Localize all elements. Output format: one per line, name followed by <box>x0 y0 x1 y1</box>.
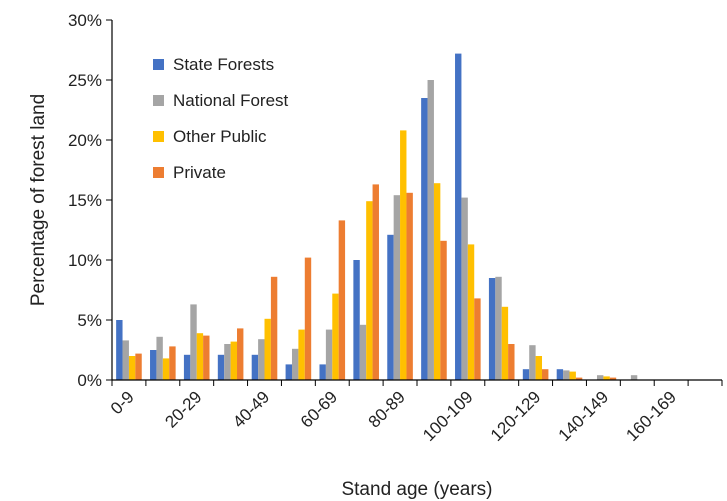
bar-national-forest-120-129 <box>529 345 536 380</box>
bar-state-forests-40-49 <box>251 354 259 380</box>
x-tick-label: 100-109 <box>419 387 477 445</box>
y-tick-label: 25% <box>68 71 102 90</box>
bar-state-forests-30-39 <box>217 354 225 380</box>
bar-state-forests-0-9 <box>116 320 123 380</box>
bars-layer <box>116 53 638 380</box>
bar-other-public-40-49 <box>264 318 271 380</box>
bar-state-forests-100-109 <box>455 53 462 380</box>
legend-swatch-state-forests <box>153 59 164 70</box>
bar-state-forests-130-139 <box>556 369 564 380</box>
x-axis-title: Stand age (years) <box>341 479 492 500</box>
y-tick-label: 30% <box>68 11 102 30</box>
legend-swatch-national-forest <box>153 95 164 106</box>
y-tick-label: 5% <box>77 311 102 330</box>
bar-private-0-9 <box>135 353 142 380</box>
bar-national-forest-60-69 <box>325 329 333 380</box>
bar-national-forest-140-149 <box>596 375 604 380</box>
bar-national-forest-40-49 <box>258 339 265 380</box>
legend-label-other-public: Other Public <box>173 127 267 146</box>
bar-private-40-49 <box>270 276 278 380</box>
bar-private-110-119 <box>508 344 515 380</box>
bar-private-50-59 <box>304 257 312 380</box>
bar-state-forests-110-119 <box>488 278 496 380</box>
bar-state-forests-60-69 <box>319 364 326 380</box>
x-tick-label: 140-149 <box>555 387 613 445</box>
bar-other-public-30-39 <box>230 341 238 380</box>
y-tick-label: 15% <box>68 191 102 210</box>
bar-other-public-80-89 <box>400 130 407 380</box>
legend-swatch-private <box>153 167 164 178</box>
bar-other-public-110-119 <box>501 306 509 380</box>
x-tick-label: 20-29 <box>161 387 205 431</box>
bar-other-public-10-19 <box>162 358 170 380</box>
legend-label-state-forests: State Forests <box>173 55 274 74</box>
bar-other-public-90-99 <box>433 183 441 380</box>
legend: State Forests National Forest Other Public… <box>153 55 289 182</box>
x-tick-label: 120-129 <box>487 387 545 445</box>
bar-private-120-129 <box>542 369 549 380</box>
bar-state-forests-70-79 <box>353 260 360 380</box>
bar-national-forest-10-19 <box>156 336 163 380</box>
bar-state-forests-50-59 <box>285 364 292 380</box>
bar-private-80-89 <box>406 192 413 380</box>
bar-private-20-29 <box>203 335 210 380</box>
bar-national-forest-100-109 <box>461 197 468 380</box>
bar-national-forest-130-139 <box>563 370 570 380</box>
bar-national-forest-90-99 <box>427 80 434 380</box>
bar-state-forests-80-89 <box>387 234 394 380</box>
bar-national-forest-20-29 <box>190 304 197 380</box>
bar-other-public-50-59 <box>298 329 305 380</box>
bar-national-forest-70-79 <box>359 324 367 380</box>
bar-private-60-69 <box>338 220 346 380</box>
x-tick-label: 40-49 <box>229 387 273 431</box>
bar-other-public-60-69 <box>332 293 339 380</box>
bar-other-public-0-9 <box>128 356 136 380</box>
x-tick-label: 60-69 <box>297 387 341 431</box>
x-tick-label: 160-169 <box>622 387 680 445</box>
legend-label-private: Private <box>173 163 226 182</box>
x-tick-label: 80-89 <box>365 387 409 431</box>
y-tick-label: 10% <box>68 251 102 270</box>
bar-other-public-120-129 <box>535 356 543 380</box>
bar-private-130-139 <box>575 377 583 380</box>
y-axis-title: Percentage of forest land <box>28 94 49 306</box>
y-tick-label: 0% <box>77 371 102 390</box>
y-tick-label: 20% <box>68 131 102 150</box>
bar-national-forest-110-119 <box>495 276 502 380</box>
bar-other-public-100-109 <box>467 244 475 380</box>
bar-private-70-79 <box>372 184 379 380</box>
bar-other-public-140-149 <box>603 376 610 380</box>
bar-other-public-130-139 <box>569 371 576 380</box>
bar-national-forest-0-9 <box>122 340 129 380</box>
bar-private-90-99 <box>440 240 447 380</box>
bar-national-forest-50-59 <box>291 348 299 380</box>
legend-swatch-other-public <box>153 131 164 142</box>
bar-state-forests-10-19 <box>150 350 157 380</box>
bar-state-forests-90-99 <box>421 98 428 380</box>
bar-private-100-109 <box>474 298 481 380</box>
bar-other-public-20-29 <box>196 333 204 380</box>
bar-state-forests-20-29 <box>183 354 191 380</box>
bar-national-forest-30-39 <box>224 344 231 380</box>
legend-label-national-forest: National Forest <box>173 91 289 110</box>
x-tick-label: 0-9 <box>107 387 138 418</box>
bar-state-forests-120-129 <box>522 369 530 380</box>
bar-private-30-39 <box>237 328 244 380</box>
bar-national-forest-150-159 <box>630 375 638 380</box>
bar-private-10-19 <box>169 346 176 380</box>
bar-private-140-149 <box>609 377 617 380</box>
bar-national-forest-80-89 <box>393 195 401 380</box>
bar-other-public-70-79 <box>366 201 373 380</box>
